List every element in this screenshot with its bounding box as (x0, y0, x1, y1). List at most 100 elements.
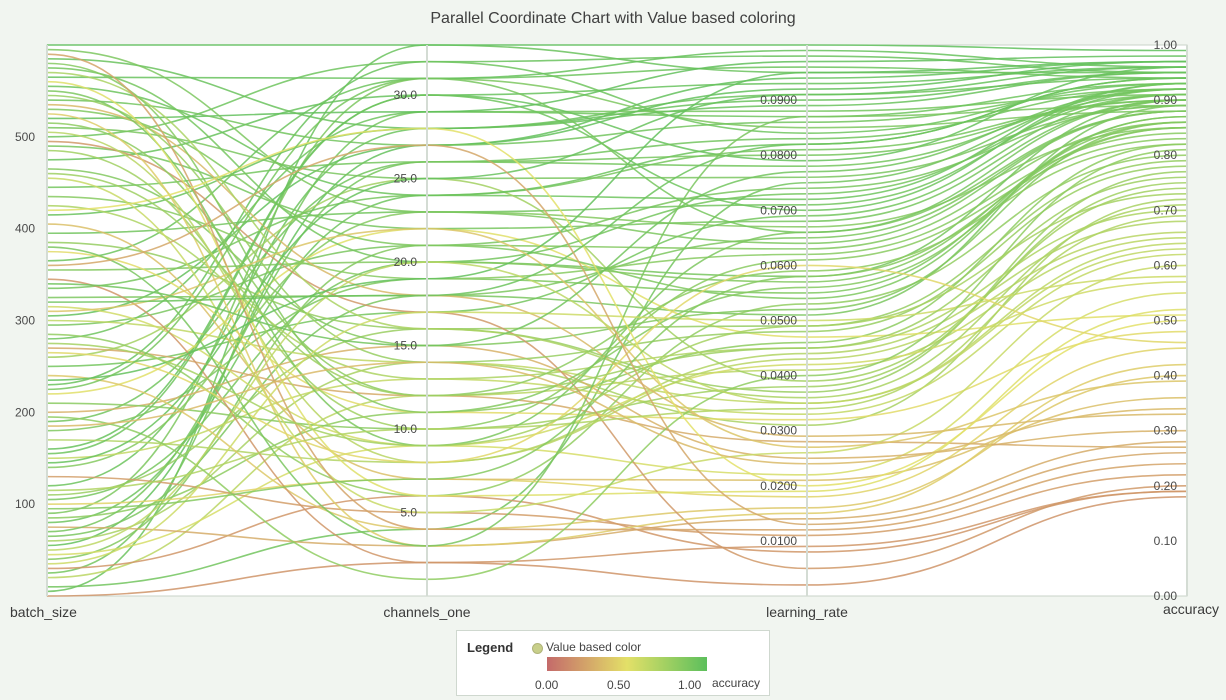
tick-label: 5.0 (400, 506, 417, 520)
tick-label: 0.0300 (760, 424, 797, 438)
record-line (47, 44, 1188, 52)
legend-mode-label: Value based color (546, 640, 642, 654)
record-line (46, 57, 1188, 130)
legend-color-gradient (547, 657, 707, 671)
record-line (46, 198, 1188, 542)
tick-label: 0.0700 (760, 203, 797, 217)
legend-variable-label: accuracy (712, 676, 761, 690)
record-line (46, 60, 1188, 138)
tick-label: 0.0500 (760, 314, 797, 328)
record-line (46, 94, 1188, 364)
tick-label: 300 (15, 314, 35, 328)
record-line (46, 361, 1188, 465)
legend-tick-mid: 0.50 (607, 678, 631, 692)
record-line (46, 99, 1188, 533)
legend-swatch-icon (532, 643, 543, 654)
parallel-coordinates-plot[interactable]: 100 200 300 400 500 batch_size 5.0 10.0 15.0 20.0… (0, 0, 1226, 630)
tick-label: 0.00 (1154, 589, 1178, 603)
series-lines (46, 44, 1188, 597)
tick-label: 0.70 (1154, 203, 1178, 217)
tick-label: 0.0200 (760, 479, 797, 493)
tick-label: 0.80 (1154, 148, 1178, 162)
record-line (46, 440, 1188, 547)
record-line (46, 126, 1188, 510)
tick-label: 0.90 (1154, 93, 1178, 107)
tick-label: 0.10 (1154, 534, 1178, 548)
record-line (46, 77, 1188, 303)
record-line (46, 227, 1188, 449)
record-line (46, 292, 1188, 556)
record-line (46, 374, 1188, 531)
record-line (46, 192, 1188, 447)
record-line (46, 137, 1188, 430)
record-line (46, 67, 1188, 263)
record-line (46, 48, 1188, 245)
tick-label: 0.40 (1154, 369, 1178, 383)
record-line (46, 242, 1188, 551)
record-line (46, 77, 1188, 391)
axis-label: learning_rate (766, 604, 848, 620)
record-line (46, 264, 1188, 464)
axis-label: accuracy (1163, 601, 1219, 617)
record-line (46, 122, 1188, 397)
record-line (46, 248, 1188, 404)
record-line (46, 88, 1188, 347)
record-line (46, 62, 1188, 414)
record-line (46, 66, 1188, 464)
record-line (46, 99, 1188, 290)
record-line (46, 144, 1188, 526)
tick-label: 0.20 (1154, 479, 1178, 493)
tick-label: 0.30 (1154, 424, 1178, 438)
record-line (46, 113, 1188, 547)
tick-label: 0.0600 (760, 258, 797, 272)
record-line (46, 347, 1188, 449)
record-line (46, 347, 1188, 505)
tick-label: 0.60 (1154, 258, 1178, 272)
tick-label: 30.0 (394, 88, 418, 102)
tick-label: 100 (15, 497, 35, 511)
legend-title: Legend (467, 640, 514, 655)
record-line (46, 154, 1188, 497)
record-line (46, 237, 1188, 579)
record-line (46, 104, 1188, 180)
legend: Legend Value based color 0.00 0.50 1.00 … (456, 630, 770, 696)
tick-label: 0.0800 (760, 148, 797, 162)
record-line (46, 60, 1188, 381)
tick-label: 0.0100 (760, 534, 797, 548)
tick-label: 20.0 (394, 255, 418, 269)
record-line (46, 53, 1188, 531)
record-line (46, 223, 1188, 482)
axis-label: channels_one (383, 604, 470, 620)
chart-title: Parallel Coordinate Chart with Value bas… (430, 10, 796, 27)
tick-label: 10.0 (394, 422, 418, 436)
axis-label: batch_size (10, 604, 77, 620)
record-line (46, 80, 1188, 497)
record-line (46, 220, 1188, 464)
record-line (46, 490, 1188, 570)
record-line (46, 278, 1188, 564)
record-line (46, 172, 1188, 397)
legend-tick-min: 0.00 (535, 678, 559, 692)
record-line (46, 88, 1188, 146)
tick-label: 15.0 (394, 339, 418, 353)
tick-label: 25.0 (394, 172, 418, 186)
record-line (46, 82, 1188, 455)
record-line (46, 55, 1188, 386)
record-line (46, 127, 1188, 487)
record-line (46, 90, 1188, 447)
legend-tick-max: 1.00 (678, 678, 702, 692)
record-line (46, 140, 1188, 570)
record-line (46, 103, 1188, 438)
tick-label: 1.00 (1154, 38, 1178, 52)
tick-label: 400 (15, 222, 35, 236)
record-line (46, 49, 1188, 80)
record-line (46, 215, 1188, 492)
record-line (46, 177, 1188, 514)
tick-label: 0.50 (1154, 314, 1178, 328)
tick-label: 0.0400 (760, 369, 797, 383)
record-line (46, 250, 1188, 421)
record-line (46, 496, 1188, 597)
tick-label: 0.0900 (760, 93, 797, 107)
tick-label: 500 (15, 130, 35, 144)
